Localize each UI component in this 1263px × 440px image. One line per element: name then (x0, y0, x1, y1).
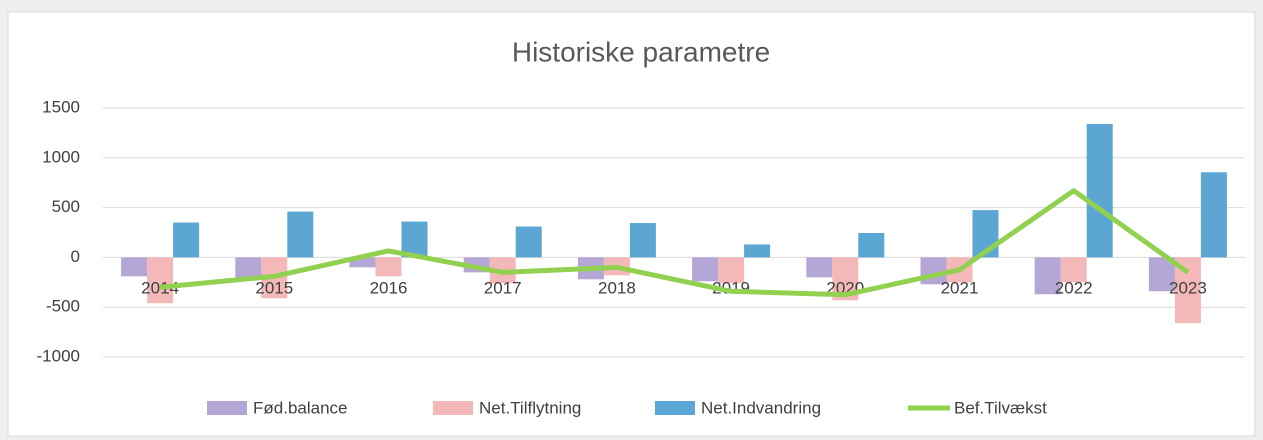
x-tick-label: 2017 (484, 278, 522, 297)
bar (806, 257, 833, 278)
bar (515, 226, 542, 258)
line (159, 188, 1190, 298)
chart-title: Historiske parametre (512, 36, 770, 67)
bar (858, 232, 885, 258)
bar (692, 257, 719, 282)
legend-label: Net.Indvandring (701, 398, 821, 417)
bar (287, 211, 314, 258)
x-tick-label: 2014 (141, 278, 179, 297)
y-tick-label: -1000 (37, 346, 80, 365)
legend-label: Fød.balance (253, 398, 348, 417)
y-tick-label: 1000 (42, 147, 80, 166)
bar (349, 257, 376, 268)
bar (1060, 257, 1087, 283)
y-tick-label: -500 (46, 297, 80, 316)
bar (375, 257, 402, 277)
y-tick-label: 500 (52, 197, 80, 216)
y-tick-label: 0 (71, 247, 80, 266)
bar (401, 221, 428, 258)
bar (1086, 123, 1113, 258)
bar (173, 222, 200, 258)
x-tick-label: 2015 (255, 278, 293, 297)
legend-label: Net.Tilflytning (479, 398, 581, 417)
legend-swatch (433, 401, 473, 415)
x-tick-label: 2023 (1169, 278, 1207, 297)
bar (147, 257, 174, 304)
bar (235, 257, 262, 279)
legend-swatch (207, 401, 247, 415)
bar (1148, 257, 1175, 292)
bar (718, 257, 745, 284)
bar (121, 257, 148, 277)
x-tick-label: 2021 (941, 278, 979, 297)
y-tick-label: 1500 (42, 97, 80, 116)
bar (1034, 257, 1061, 295)
bar (1200, 172, 1227, 258)
legend-swatch (655, 401, 695, 415)
x-tick-label: 2016 (370, 278, 408, 297)
x-tick-label: 2022 (1055, 278, 1093, 297)
bar (744, 244, 771, 258)
bar (629, 223, 656, 258)
legend-label: Bef.Tilvækst (954, 398, 1047, 417)
x-tick-label: 2018 (598, 278, 636, 297)
